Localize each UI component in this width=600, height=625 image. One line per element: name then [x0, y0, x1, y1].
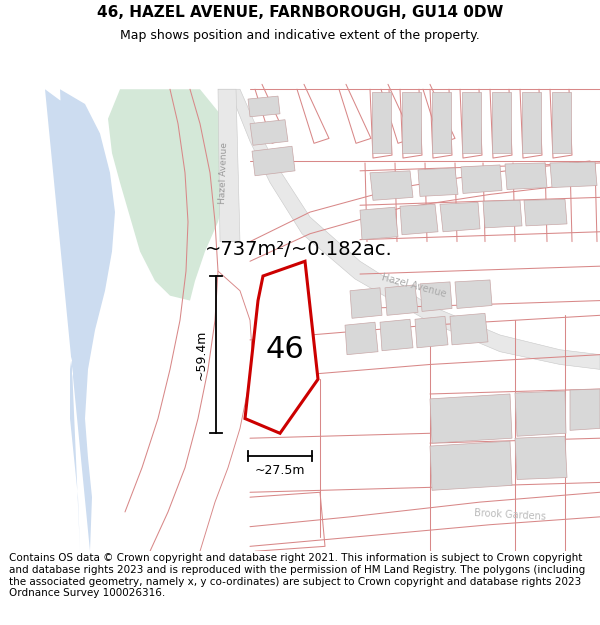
- Polygon shape: [400, 204, 438, 235]
- Text: ~27.5m: ~27.5m: [255, 464, 305, 477]
- Polygon shape: [570, 389, 600, 431]
- Text: Hazel Avenue: Hazel Avenue: [218, 142, 230, 204]
- Polygon shape: [432, 92, 451, 153]
- Polygon shape: [483, 201, 522, 228]
- Polygon shape: [505, 163, 547, 189]
- Polygon shape: [360, 208, 398, 239]
- Polygon shape: [370, 171, 413, 201]
- Text: Brook Gardens: Brook Gardens: [474, 508, 546, 522]
- Text: 46, HAZEL AVENUE, FARNBOROUGH, GU14 0DW: 46, HAZEL AVENUE, FARNBOROUGH, GU14 0DW: [97, 5, 503, 20]
- Polygon shape: [402, 92, 421, 153]
- Polygon shape: [461, 165, 502, 193]
- Text: Map shows position and indicative extent of the property.: Map shows position and indicative extent…: [120, 29, 480, 42]
- Polygon shape: [218, 89, 600, 369]
- Polygon shape: [515, 436, 567, 479]
- Polygon shape: [350, 288, 382, 318]
- Polygon shape: [552, 92, 571, 153]
- Polygon shape: [248, 96, 280, 117]
- Text: ~59.4m: ~59.4m: [195, 329, 208, 380]
- Polygon shape: [420, 282, 452, 311]
- Polygon shape: [524, 199, 567, 226]
- Polygon shape: [515, 391, 566, 436]
- Polygon shape: [45, 89, 115, 551]
- Polygon shape: [415, 316, 448, 348]
- Polygon shape: [385, 285, 418, 316]
- Polygon shape: [252, 146, 295, 176]
- Polygon shape: [522, 92, 541, 153]
- Text: Hazel Avenue: Hazel Avenue: [380, 272, 447, 299]
- Polygon shape: [380, 319, 413, 351]
- Polygon shape: [345, 322, 378, 354]
- Polygon shape: [492, 92, 511, 153]
- Polygon shape: [462, 92, 481, 153]
- Polygon shape: [218, 89, 240, 242]
- Polygon shape: [440, 202, 480, 232]
- Polygon shape: [372, 92, 391, 153]
- Text: 46: 46: [266, 335, 304, 364]
- Text: ~737m²/~0.182ac.: ~737m²/~0.182ac.: [205, 240, 393, 259]
- Polygon shape: [450, 313, 488, 345]
- Polygon shape: [550, 162, 597, 188]
- Polygon shape: [418, 168, 458, 196]
- Polygon shape: [245, 261, 318, 433]
- Polygon shape: [108, 89, 230, 301]
- Polygon shape: [430, 394, 512, 443]
- Polygon shape: [455, 280, 492, 309]
- Polygon shape: [430, 441, 512, 490]
- Text: Contains OS data © Crown copyright and database right 2021. This information is : Contains OS data © Crown copyright and d…: [9, 554, 585, 598]
- Polygon shape: [250, 120, 288, 145]
